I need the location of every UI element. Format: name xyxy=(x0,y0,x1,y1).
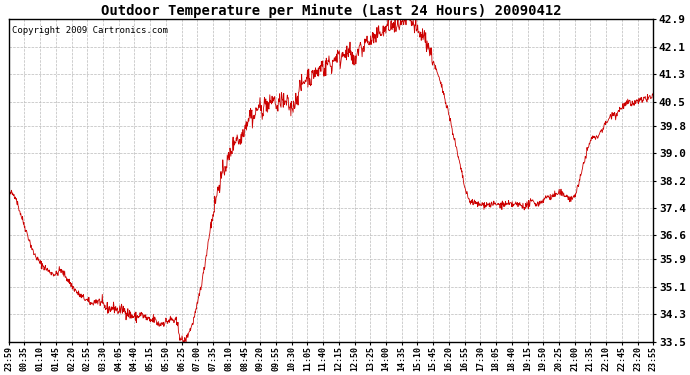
Text: Copyright 2009 Cartronics.com: Copyright 2009 Cartronics.com xyxy=(12,26,168,35)
Title: Outdoor Temperature per Minute (Last 24 Hours) 20090412: Outdoor Temperature per Minute (Last 24 … xyxy=(101,4,561,18)
